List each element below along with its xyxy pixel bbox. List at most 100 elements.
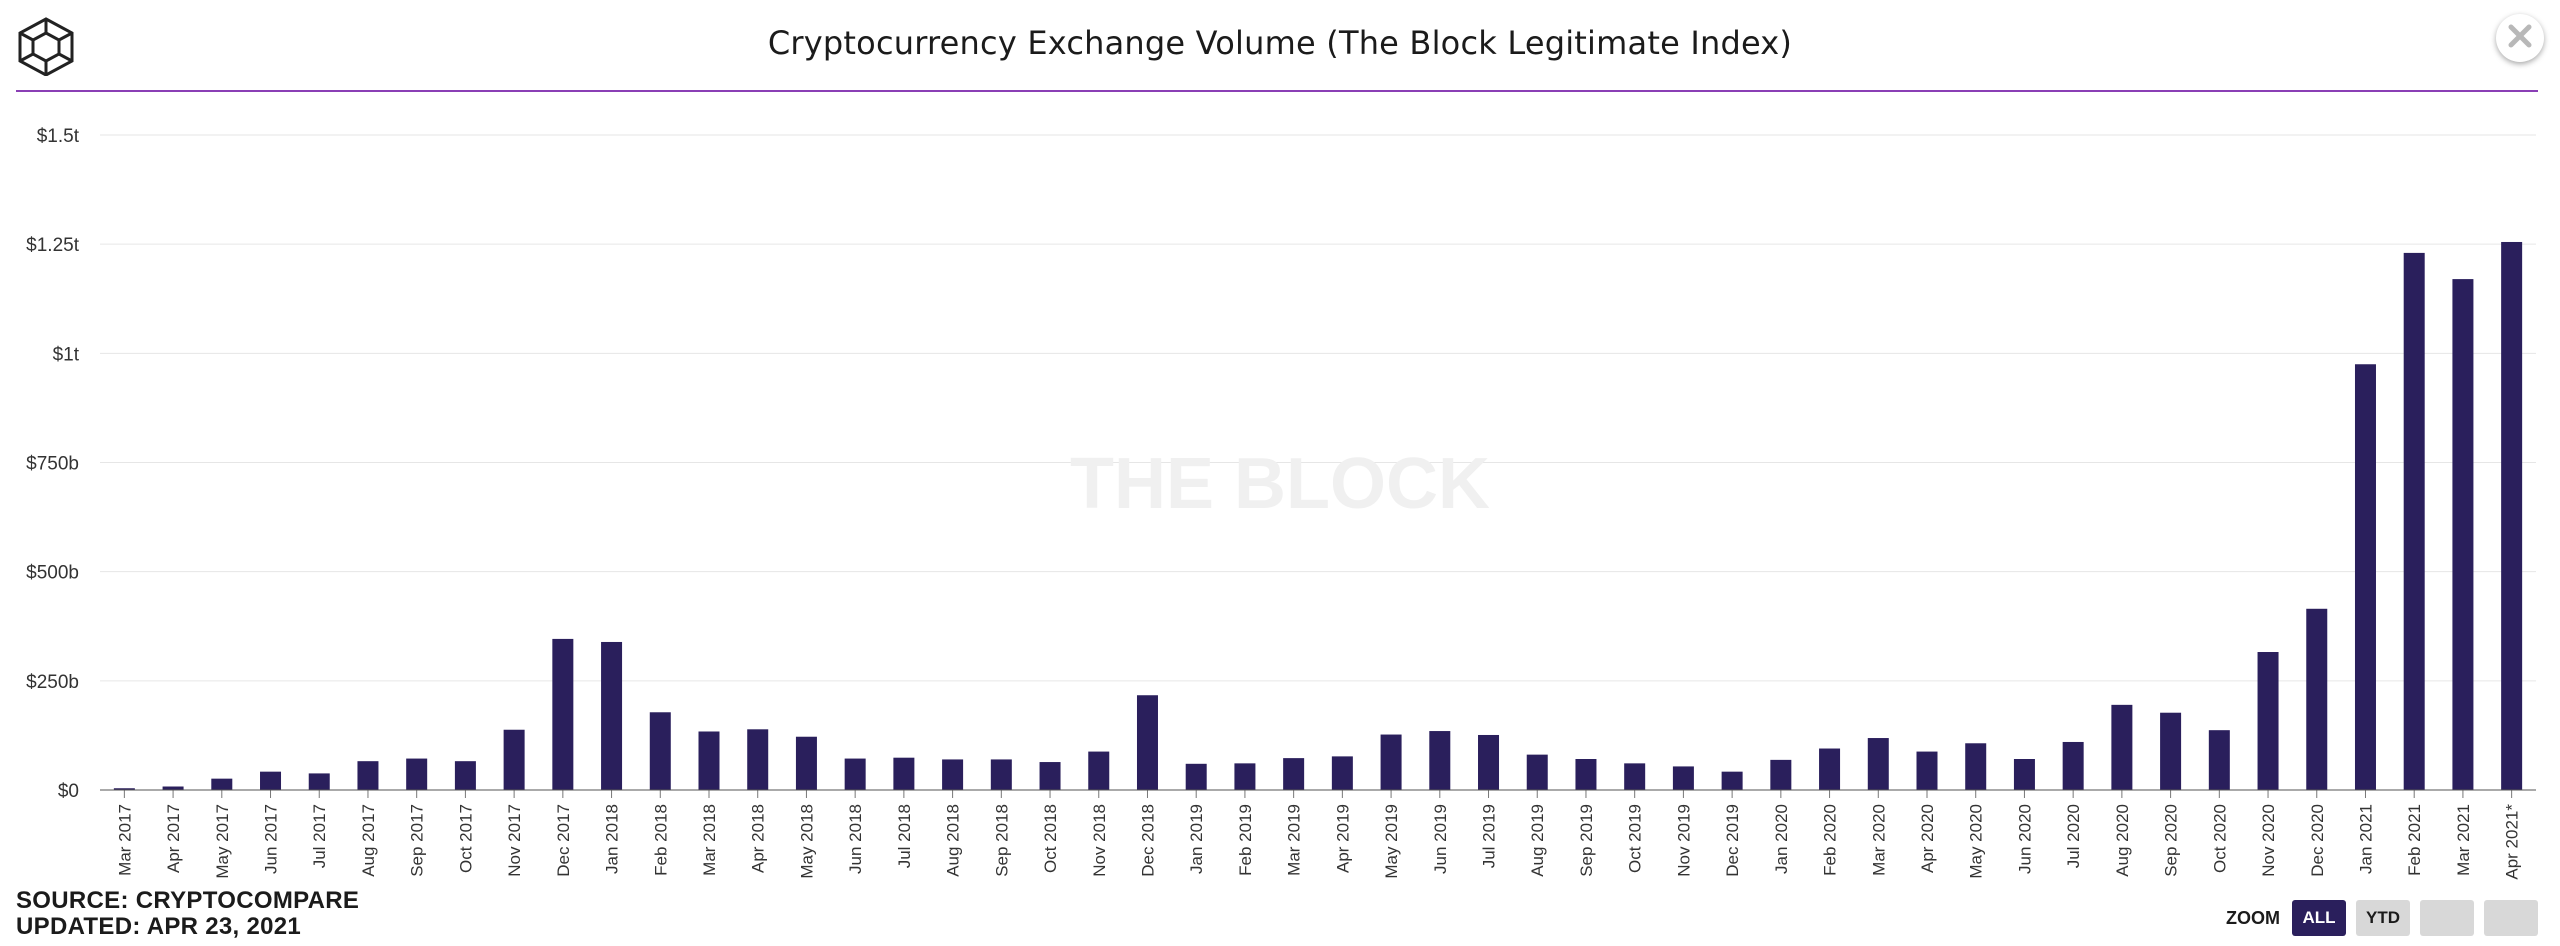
x-tick-label: Apr 2020 — [1918, 804, 1937, 873]
x-tick-label: Feb 2021 — [2405, 804, 2424, 876]
bar[interactable] — [601, 641, 623, 790]
x-tick-label: Aug 2018 — [944, 804, 963, 877]
x-tick-label: Jun 2020 — [2015, 804, 2034, 874]
x-tick-label: Oct 2019 — [1626, 804, 1645, 873]
bar[interactable] — [1721, 771, 1743, 790]
zoom-controls: ZOOM ALL YTD — [2226, 900, 2538, 936]
bar[interactable] — [1867, 738, 1889, 790]
x-tick-label: Jul 2020 — [2064, 804, 2083, 868]
x-tick-label: May 2019 — [1382, 804, 1401, 879]
y-tick-label: $1.5t — [37, 126, 80, 147]
bar[interactable] — [2257, 652, 2279, 790]
x-axis-ticks: Mar 2017 Apr 2017 May 2017 Jun 2017 Jul 2017… — [115, 790, 2522, 880]
x-tick-label: Mar 2020 — [1869, 804, 1888, 876]
bar[interactable] — [844, 758, 866, 790]
x-tick-label: Feb 2018 — [651, 804, 670, 876]
bar[interactable] — [113, 788, 135, 790]
zoom-ytd-button[interactable]: YTD — [2356, 900, 2410, 936]
close-button[interactable] — [2496, 14, 2544, 62]
x-tick-label: Oct 2017 — [456, 804, 475, 873]
bar[interactable] — [1088, 751, 1110, 790]
bar[interactable] — [1331, 756, 1353, 790]
x-tick-label: Nov 2017 — [505, 804, 524, 877]
bar[interactable] — [1185, 763, 1207, 790]
bar[interactable] — [2306, 608, 2328, 790]
y-tick-label: $0 — [58, 781, 79, 802]
x-tick-label: Oct 2020 — [2210, 804, 2229, 873]
x-tick-label: Jul 2019 — [1480, 804, 1499, 868]
close-icon — [2507, 23, 2533, 54]
bar[interactable] — [2208, 730, 2230, 790]
bar[interactable] — [503, 729, 525, 790]
watermark-text: THE BLOCK — [1070, 444, 1490, 524]
bar[interactable] — [1429, 731, 1451, 790]
bar[interactable] — [454, 761, 476, 790]
x-tick-label: Jun 2019 — [1431, 804, 1450, 874]
bar[interactable] — [1770, 759, 1792, 790]
bar[interactable] — [795, 736, 817, 790]
x-tick-label: Jan 2019 — [1187, 804, 1206, 874]
bar[interactable] — [1526, 754, 1548, 790]
x-tick-label: Aug 2017 — [359, 804, 378, 877]
bar[interactable] — [552, 638, 574, 790]
x-tick-label: May 2018 — [797, 804, 816, 879]
x-tick-label: Nov 2018 — [1090, 804, 1109, 877]
bar[interactable] — [357, 761, 379, 790]
x-tick-label: Sep 2017 — [408, 804, 427, 877]
x-tick-label: Mar 2017 — [115, 804, 134, 876]
zoom-option-button-4[interactable] — [2484, 900, 2538, 936]
bar[interactable] — [2354, 364, 2376, 790]
x-tick-label: Aug 2019 — [1528, 804, 1547, 877]
bar[interactable] — [1283, 758, 1305, 790]
bar[interactable] — [893, 757, 915, 790]
bar[interactable] — [1380, 734, 1402, 790]
x-tick-label: Jan 2021 — [2356, 804, 2375, 874]
x-tick-label: Nov 2019 — [1674, 804, 1693, 877]
x-tick-label: Dec 2018 — [1138, 804, 1157, 877]
bar[interactable] — [2013, 759, 2035, 790]
bar[interactable] — [1039, 762, 1061, 790]
source-note: SOURCE: CRYPTOCOMPARE UPDATED: APR 23, 2… — [16, 888, 359, 940]
bar[interactable] — [990, 759, 1012, 790]
bar[interactable] — [308, 773, 330, 790]
bar[interactable] — [698, 731, 720, 790]
bar[interactable] — [162, 786, 184, 790]
bar[interactable] — [1965, 743, 1987, 790]
bar[interactable] — [406, 758, 428, 790]
bar[interactable] — [2452, 279, 2474, 790]
zoom-all-button[interactable]: ALL — [2292, 900, 2346, 936]
x-tick-label: Jul 2017 — [310, 804, 329, 868]
bar[interactable] — [2403, 252, 2425, 790]
x-tick-label: Apr 2021* — [2503, 804, 2522, 880]
x-tick-label: Mar 2018 — [700, 804, 719, 876]
y-tick-label: $1.25t — [26, 235, 80, 256]
y-tick-label: $750b — [26, 454, 79, 475]
bar[interactable] — [747, 729, 769, 790]
bar-chart: THE BLOCK $0 $250b $500b $750b $1t $1.25t $1.5… — [26, 126, 2536, 880]
bar[interactable] — [1916, 751, 1938, 790]
bar[interactable] — [1478, 734, 1500, 790]
bar[interactable] — [211, 778, 233, 790]
bar[interactable] — [260, 771, 282, 790]
zoom-option-button-3[interactable] — [2420, 900, 2474, 936]
bar[interactable] — [649, 712, 671, 790]
bar[interactable] — [1624, 763, 1646, 790]
x-tick-label: Feb 2020 — [1821, 804, 1840, 876]
bar[interactable] — [1819, 748, 1841, 790]
bar[interactable] — [2501, 241, 2523, 791]
bar[interactable] — [2160, 712, 2182, 790]
bar[interactable] — [1672, 766, 1694, 790]
bar[interactable] — [2111, 704, 2133, 790]
bar[interactable] — [1234, 763, 1256, 790]
bar[interactable] — [942, 759, 964, 790]
bar[interactable] — [1136, 695, 1158, 790]
x-tick-label: Dec 2019 — [1723, 804, 1742, 877]
y-tick-label: $1t — [53, 344, 80, 365]
x-tick-label: Dec 2017 — [554, 804, 573, 877]
x-tick-label: Nov 2020 — [2259, 804, 2278, 877]
bar[interactable] — [1575, 759, 1597, 790]
bar[interactable] — [2062, 741, 2084, 790]
x-tick-label: Apr 2017 — [164, 804, 183, 873]
x-tick-label: Jan 2018 — [603, 804, 622, 874]
